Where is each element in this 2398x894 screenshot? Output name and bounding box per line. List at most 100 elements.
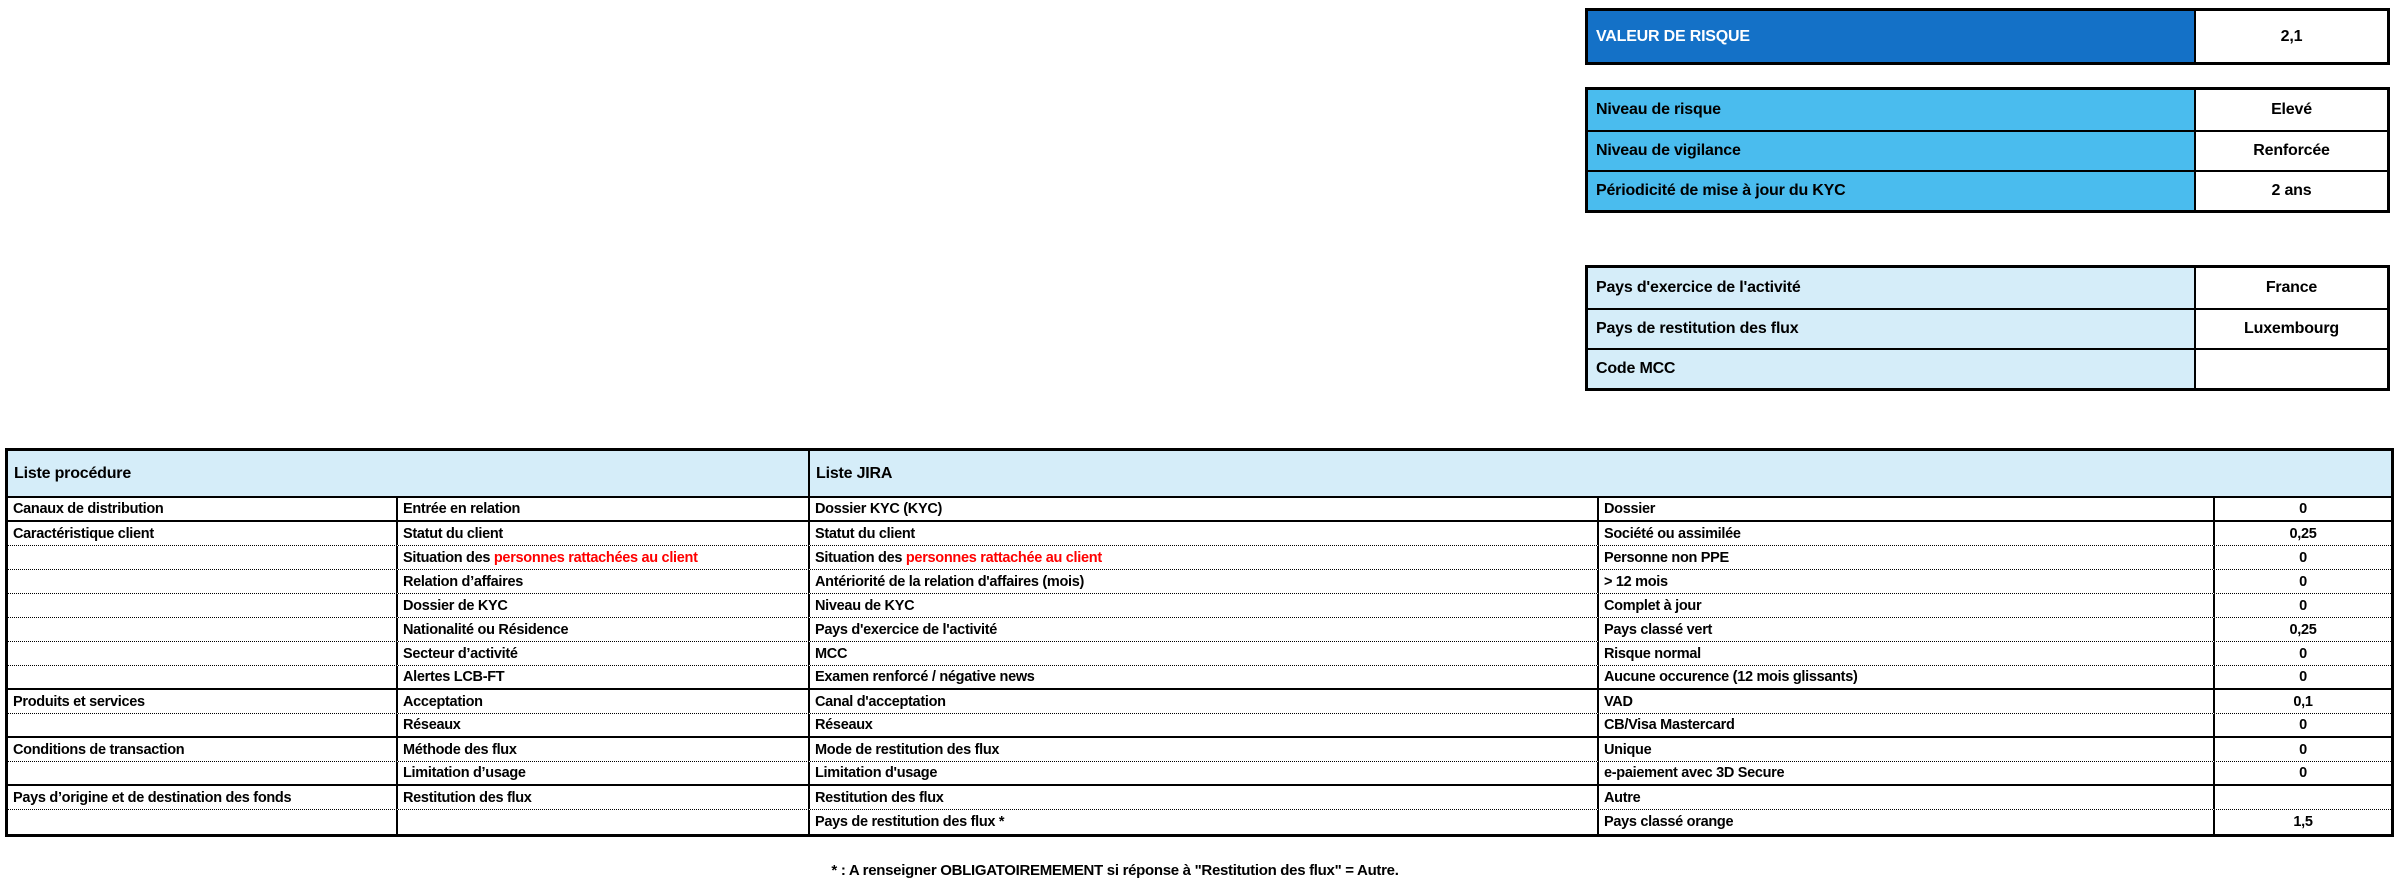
jira-cell[interactable]: Réseaux (808, 714, 1597, 736)
risk-value-cell[interactable]: 2,1 (2194, 11, 2387, 62)
jira-cell[interactable]: Dossier KYC (KYC) (808, 498, 1597, 520)
jira-text: MCC (815, 645, 848, 662)
score-cell[interactable]: 0 (2213, 546, 2391, 569)
category-cell[interactable] (8, 642, 396, 665)
value-cell[interactable]: Unique (1597, 738, 2213, 761)
summary-value: Luxembourg (2244, 320, 2339, 337)
procedure-cell[interactable]: Statut du client (396, 522, 808, 545)
procedure-cell[interactable]: Limitation d’usage (396, 762, 808, 784)
value-cell[interactable]: Risque normal (1597, 642, 2213, 665)
category-cell[interactable]: Pays d’origine et de destination des fon… (8, 786, 396, 809)
header-liste-jira-cell[interactable]: Liste JIRA (808, 451, 2391, 496)
matrix-header-row: Liste procédure Liste JIRA (8, 451, 2391, 498)
category-cell[interactable] (8, 570, 396, 593)
jira-text: Situation des (815, 549, 906, 566)
summary-value-cell[interactable]: Luxembourg (2194, 310, 2387, 348)
jira-cell[interactable]: Pays de restitution des flux * (808, 810, 1597, 834)
summary-value-cell[interactable] (2194, 350, 2387, 388)
header-liste-procedure-cell[interactable]: Liste procédure (8, 451, 808, 496)
score-cell[interactable]: 0 (2213, 594, 2391, 617)
value-cell[interactable]: Société ou assimilée (1597, 522, 2213, 545)
score-cell[interactable]: 0 (2213, 738, 2391, 761)
procedure-cell[interactable]: Restitution des flux (396, 786, 808, 809)
value-cell[interactable]: Dossier (1597, 498, 2213, 520)
category-cell[interactable] (8, 714, 396, 736)
category-cell[interactable] (8, 618, 396, 641)
score-cell[interactable]: 0,25 (2213, 618, 2391, 641)
category-cell[interactable] (8, 762, 396, 784)
jira-text: Limitation d'usage (815, 765, 938, 781)
score-cell[interactable]: 0,25 (2213, 522, 2391, 545)
value-cell[interactable]: Complet à jour (1597, 594, 2213, 617)
score-cell[interactable]: 1,5 (2213, 810, 2391, 834)
value-cell[interactable]: Aucune occurence (12 mois glissants) (1597, 666, 2213, 688)
procedure-cell[interactable]: Acceptation (396, 690, 808, 713)
jira-cell[interactable]: Limitation d'usage (808, 762, 1597, 784)
jira-cell[interactable]: Statut du client (808, 522, 1597, 545)
jira-cell[interactable]: MCC (808, 642, 1597, 665)
summary-value-cell[interactable]: 2 ans (2194, 172, 2387, 210)
score-text: 0,25 (2289, 525, 2317, 542)
value-text: Société ou assimilée (1604, 525, 1741, 542)
procedure-cell[interactable]: Alertes LCB-FT (396, 666, 808, 688)
score-cell[interactable]: 0 (2213, 666, 2391, 688)
category-cell[interactable] (8, 810, 396, 834)
summary-label-cell[interactable]: Niveau de vigilance (1588, 132, 2194, 170)
score-cell[interactable]: 0 (2213, 498, 2391, 520)
procedure-text: Nationalité ou Résidence (403, 621, 569, 638)
score-cell[interactable]: 0,1 (2213, 690, 2391, 713)
category-cell[interactable]: Conditions de transaction (8, 738, 396, 761)
jira-cell[interactable]: Mode de restitution des flux (808, 738, 1597, 761)
procedure-cell[interactable]: Entrée en relation (396, 498, 808, 520)
value-cell[interactable]: Autre (1597, 786, 2213, 809)
summary-label: Code MCC (1596, 360, 1676, 377)
score-cell[interactable]: 0 (2213, 714, 2391, 736)
risk-value-label-cell[interactable]: VALEUR DE RISQUE (1588, 11, 2194, 62)
procedure-cell[interactable]: Nationalité ou Résidence (396, 618, 808, 641)
category-cell[interactable]: Produits et services (8, 690, 396, 713)
summary-label-cell[interactable]: Pays d'exercice de l'activité (1588, 268, 2194, 308)
jira-cell[interactable]: Niveau de KYC (808, 594, 1597, 617)
procedure-cell[interactable]: Secteur d’activité (396, 642, 808, 665)
summary-value-cell[interactable]: Elevé (2194, 90, 2387, 130)
value-cell[interactable]: Pays classé vert (1597, 618, 2213, 641)
category-cell[interactable]: Canaux de distribution (8, 498, 396, 520)
value-cell[interactable]: e-paiement avec 3D Secure (1597, 762, 2213, 784)
summary-label-cell[interactable]: Périodicité de mise à jour du KYC (1588, 172, 2194, 210)
category-cell[interactable] (8, 594, 396, 617)
score-cell[interactable]: 0 (2213, 762, 2391, 784)
summary-value-cell[interactable]: France (2194, 268, 2387, 308)
procedure-cell[interactable]: Situation des personnes rattachées au cl… (396, 546, 808, 569)
jira-cell[interactable]: Antériorité de la relation d'affaires (m… (808, 570, 1597, 593)
value-cell[interactable]: Pays classé orange (1597, 810, 2213, 834)
category-cell[interactable] (8, 546, 396, 569)
summary-label-cell[interactable]: Code MCC (1588, 350, 2194, 388)
summary-label-cell[interactable]: Niveau de risque (1588, 90, 2194, 130)
value-cell[interactable]: VAD (1597, 690, 2213, 713)
category-cell[interactable]: Caractéristique client (8, 522, 396, 545)
summary-value-cell[interactable]: Renforcée (2194, 132, 2387, 170)
category-cell[interactable] (8, 666, 396, 688)
procedure-cell[interactable]: Dossier de KYC (396, 594, 808, 617)
procedure-cell[interactable]: Réseaux (396, 714, 808, 736)
value-cell[interactable]: CB/Visa Mastercard (1597, 714, 2213, 736)
jira-cell[interactable]: Restitution des flux (808, 786, 1597, 809)
procedure-cell[interactable] (396, 810, 808, 834)
jira-cell[interactable]: Examen renforcé / négative news (808, 666, 1597, 688)
summary-label-cell[interactable]: Pays de restitution des flux (1588, 310, 2194, 348)
value-cell[interactable]: Personne non PPE (1597, 546, 2213, 569)
jira-cell[interactable]: Canal d'acceptation (808, 690, 1597, 713)
value-cell[interactable]: > 12 mois (1597, 570, 2213, 593)
procedure-cell[interactable]: Relation d’affaires (396, 570, 808, 593)
score-cell[interactable]: 0 (2213, 570, 2391, 593)
score-text: 0 (2299, 645, 2307, 662)
jira-cell[interactable]: Situation des personnes rattachée au cli… (808, 546, 1597, 569)
summary-label: Pays d'exercice de l'activité (1596, 279, 1801, 296)
score-cell[interactable]: 0 (2213, 642, 2391, 665)
procedure-text: Réseaux (403, 717, 461, 733)
header-liste-jira: Liste JIRA (816, 464, 893, 482)
jira-cell[interactable]: Pays d'exercice de l'activité (808, 618, 1597, 641)
procedure-cell[interactable]: Méthode des flux (396, 738, 808, 761)
score-cell[interactable] (2213, 786, 2391, 809)
